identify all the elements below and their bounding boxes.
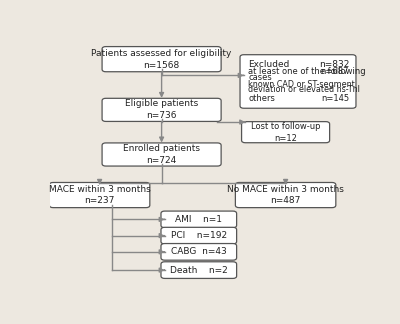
Text: Eligible patients
n=736: Eligible patients n=736 — [125, 99, 198, 120]
FancyBboxPatch shape — [161, 244, 237, 260]
Text: No MACE within 3 months
n=487: No MACE within 3 months n=487 — [227, 185, 344, 205]
Text: MACE within 3 months
n=237: MACE within 3 months n=237 — [49, 185, 150, 205]
Text: Death    n=2: Death n=2 — [170, 266, 228, 275]
FancyBboxPatch shape — [161, 227, 237, 244]
Text: PCI    n=192: PCI n=192 — [171, 231, 227, 240]
Text: CABG  n=43: CABG n=43 — [171, 247, 227, 256]
Text: at least one of the following: at least one of the following — [248, 67, 366, 76]
Text: Enrolled patients
n=724: Enrolled patients n=724 — [123, 144, 200, 165]
FancyBboxPatch shape — [102, 143, 221, 166]
Text: deviation or elevated hs-TnI: deviation or elevated hs-TnI — [248, 86, 360, 95]
FancyBboxPatch shape — [161, 211, 237, 228]
Text: Excluded: Excluded — [248, 60, 290, 69]
Text: Patients assessed for eligibility
n=1568: Patients assessed for eligibility n=1568 — [92, 49, 232, 70]
FancyBboxPatch shape — [161, 262, 237, 278]
Text: n=145: n=145 — [321, 94, 349, 103]
FancyBboxPatch shape — [242, 122, 330, 143]
Text: Lost to follow-up
n=12: Lost to follow-up n=12 — [251, 122, 320, 143]
FancyBboxPatch shape — [49, 182, 150, 208]
Text: n=687: n=687 — [321, 67, 349, 76]
Text: others: others — [248, 94, 275, 103]
FancyBboxPatch shape — [102, 98, 221, 122]
FancyBboxPatch shape — [102, 47, 221, 72]
Text: AMI    n=1: AMI n=1 — [175, 215, 222, 224]
FancyBboxPatch shape — [235, 182, 336, 208]
FancyBboxPatch shape — [240, 55, 356, 108]
Text: known CAD or ST-segment: known CAD or ST-segment — [248, 80, 355, 89]
Text: cases: cases — [248, 73, 272, 82]
Text: n=832: n=832 — [319, 60, 349, 69]
